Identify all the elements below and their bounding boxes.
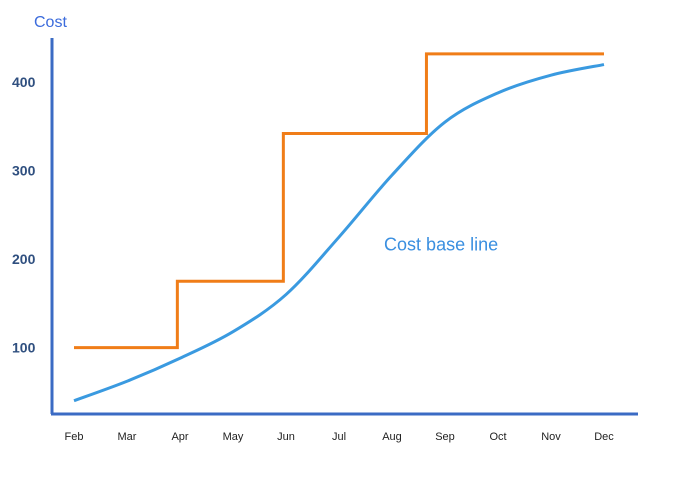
x-tick-label: Apr [171,431,188,443]
x-tick-label: Feb [65,431,84,443]
x-tick-label: Mar [118,431,137,443]
y-tick-label: 200 [12,251,36,267]
x-tick-label: Jun [277,431,295,443]
cost-baseline-line [73,63,605,403]
x-tick-label: Sep [435,431,455,443]
x-tick-label: Dec [594,431,614,443]
x-tick-label: Jul [332,431,346,443]
y-tick-label: 400 [12,74,36,90]
x-tick-label: May [223,431,244,443]
annotations: Cost base line [384,234,498,254]
x-tick-label: Aug [382,431,402,443]
x-tick-labels: Feb Mar Apr May Jun Jul Aug Sep Oct Nov Dec [65,431,615,443]
y-tick-labels: 100 200 300 400 [12,74,36,355]
x-tick-label: Nov [541,431,561,443]
x-tick-label: Oct [489,431,506,443]
y-tick-label: 300 [12,163,36,179]
y-tick-label: 100 [12,340,36,356]
actual-cost-step-line [74,52,604,350]
cost-baseline-annotation: Cost base line [384,234,498,254]
y-axis-label: Cost [34,14,67,31]
axes [50,38,638,416]
series-lines [73,52,605,403]
